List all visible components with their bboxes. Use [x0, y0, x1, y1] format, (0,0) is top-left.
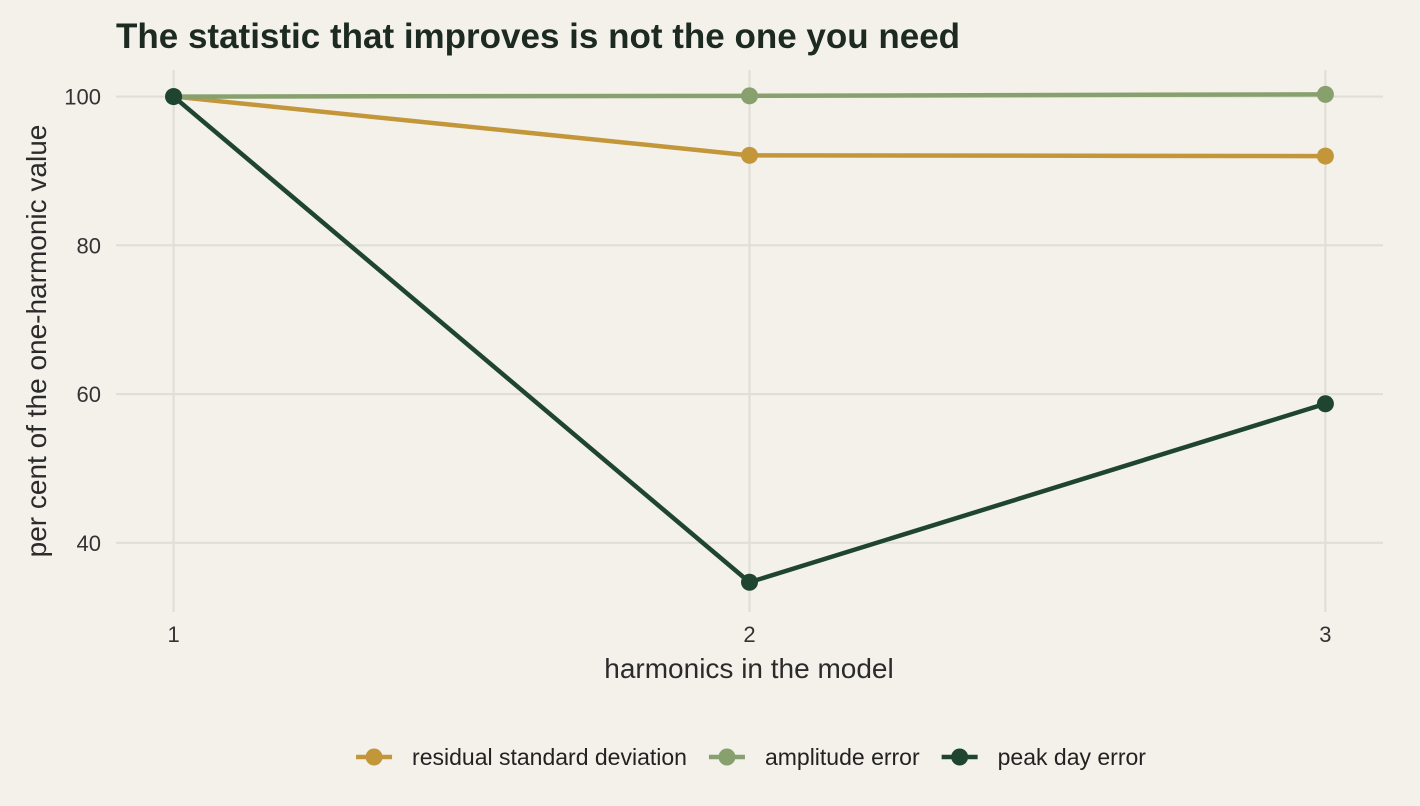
- y-axis-label: per cent of the one-harmonic value: [21, 125, 52, 558]
- x-tick-label: 2: [743, 622, 755, 647]
- data-point-peak-day-error: [165, 88, 183, 106]
- legend-item-amplitude-error: amplitude error: [708, 744, 920, 770]
- data-point-amplitude-error: [1316, 85, 1334, 103]
- series-layer: [165, 85, 1334, 591]
- y-tick-label: 60: [77, 382, 101, 407]
- legend-swatch-point: [365, 748, 383, 766]
- legend-swatch-point: [718, 748, 736, 766]
- chart-title: The statistic that improves is not the o…: [116, 17, 960, 56]
- data-point-peak-day-error: [741, 573, 758, 591]
- x-axis-label: harmonics in the model: [604, 653, 893, 684]
- y-tick-label: 100: [64, 85, 101, 110]
- x-tick-label: 1: [167, 622, 179, 647]
- data-point-peak-day-error: [1316, 395, 1334, 413]
- x-tick-label: 3: [1319, 622, 1331, 647]
- data-point-residual-standard-deviation: [1316, 147, 1334, 165]
- data-point-residual-standard-deviation: [741, 146, 758, 164]
- x-axis-ticks: 1 2 3: [167, 622, 1331, 647]
- series-peak-day-error: [165, 88, 1334, 591]
- legend-item-residual-standard-deviation: residual standard deviation: [356, 744, 687, 770]
- series-amplitude-error: [165, 85, 1334, 106]
- y-axis-ticks: 40 60 80 100: [64, 85, 101, 556]
- legend-label: amplitude error: [765, 744, 920, 770]
- legend-label: residual standard deviation: [412, 744, 687, 770]
- legend-swatch-point: [951, 748, 969, 766]
- legend-item-peak-day-error: peak day error: [941, 744, 1147, 770]
- y-tick-label: 40: [77, 531, 101, 556]
- y-tick-label: 80: [77, 233, 101, 258]
- data-point-amplitude-error: [741, 87, 758, 105]
- legend: residual standard deviation amplitude err…: [356, 744, 1146, 770]
- legend-label: peak day error: [998, 744, 1147, 770]
